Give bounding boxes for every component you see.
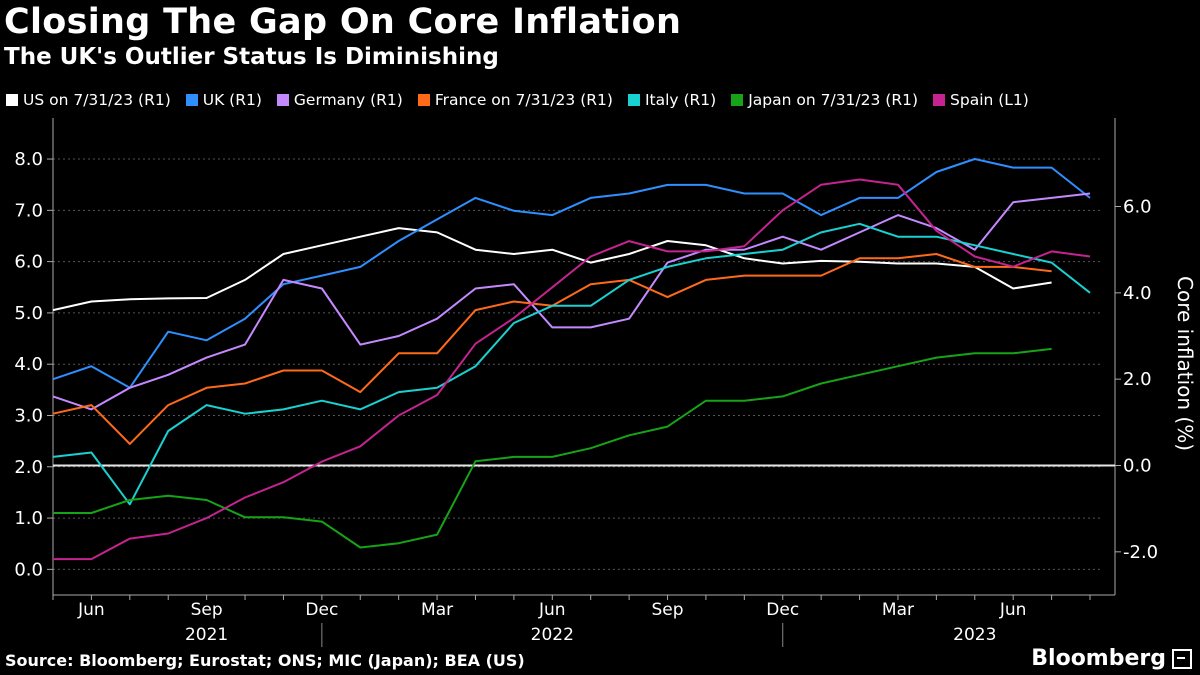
x-axis-tick-label: Dec — [766, 600, 799, 620]
legend-swatch — [276, 94, 289, 106]
left-axis-tick-label: 7.0 — [14, 200, 43, 221]
legend-item-us[interactable]: US on 7/31/23 (R1) — [6, 91, 171, 109]
left-axis-tick-label: 0.0 — [14, 559, 43, 580]
legend-item-spain[interactable]: Spain (L1) — [933, 91, 1029, 109]
brand-logo: Bloomberg — [1031, 646, 1192, 671]
x-axis-year-label: 2021 — [185, 625, 228, 645]
x-axis-tick-label: Mar — [882, 600, 914, 620]
left-axis-tick-label: 8.0 — [14, 149, 43, 170]
left-axis-tick-label: 2.0 — [14, 457, 43, 478]
legend-label: France on 7/31/23 (R1) — [434, 91, 613, 109]
legend-swatch — [6, 94, 18, 106]
series-line-us — [52, 227, 1052, 312]
x-axis-year-label: 2022 — [531, 625, 574, 645]
x-axis-year-label: 2023 — [953, 625, 996, 645]
series-line-italy — [52, 222, 1091, 506]
legend-label: Italy (R1) — [644, 91, 717, 109]
source-note: Source: Bloomberg; Eurostat; ONS; MIC (J… — [5, 651, 525, 670]
legend-swatch — [933, 94, 946, 106]
legend-label: Japan on 7/31/23 (R1) — [748, 91, 919, 109]
legend: US on 7/31/23 (R1) UK (R1) Germany (R1) … — [6, 91, 1029, 109]
legend-swatch — [417, 94, 430, 106]
legend-label: Germany (R1) — [293, 91, 403, 109]
legend-swatch — [731, 94, 744, 106]
legend-label: UK (R1) — [202, 91, 262, 109]
legend-item-france[interactable]: France on 7/31/23 (R1) — [417, 91, 613, 109]
right-axis-tick-label: 6.0 — [1123, 196, 1152, 217]
left-axis-tick-label: 5.0 — [14, 303, 43, 324]
legend-label: US on 7/31/23 (R1) — [23, 91, 171, 109]
left-axis-tick-label: 4.0 — [14, 354, 43, 375]
series-line-spain — [53, 178, 1091, 561]
x-axis-tick-label: Sep — [651, 600, 683, 620]
left-axis-tick-label: 1.0 — [14, 508, 43, 529]
x-axis-tick-label: Jun — [77, 600, 105, 620]
x-axis-tick-label: Jun — [999, 600, 1027, 620]
series-line-germany — [52, 192, 1091, 411]
left-axis-tick-label: 6.0 — [14, 252, 43, 273]
x-axis-tick-label: Jun — [538, 600, 566, 620]
x-axis-tick-label: Sep — [191, 600, 223, 620]
right-axis-tick-label: 2.0 — [1123, 369, 1152, 390]
legend-item-japan[interactable]: Japan on 7/31/23 (R1) — [731, 91, 918, 109]
series-line-france — [52, 253, 1052, 445]
x-axis-tick-label: Dec — [305, 600, 338, 620]
legend-item-germany[interactable]: Germany (R1) — [276, 91, 403, 109]
left-axis-tick-label: 3.0 — [14, 405, 43, 426]
right-axis-tick-label: 0.0 — [1123, 455, 1152, 476]
legend-item-uk[interactable]: UK (R1) — [185, 91, 262, 109]
legend-label: Spain (L1) — [950, 91, 1029, 109]
series-line-uk — [52, 158, 1091, 389]
right-axis-tick-label: -2.0 — [1123, 542, 1158, 563]
right-axis-tick-label: 4.0 — [1123, 283, 1152, 304]
chart-title: Closing The Gap On Core Inflation — [4, 2, 682, 42]
legend-swatch — [627, 94, 640, 106]
series-line-japan — [53, 347, 1052, 549]
legend-item-italy[interactable]: Italy (R1) — [627, 91, 717, 109]
brand-name: Bloomberg — [1031, 646, 1166, 671]
right-axis-title: Core inflation (%) — [1173, 276, 1197, 451]
legend-swatch — [185, 94, 198, 106]
bloomberg-logo-icon — [1172, 648, 1192, 669]
x-axis-tick-label: Mar — [421, 600, 453, 620]
chart-subtitle: The UK's Outlier Status Is Diminishing — [4, 44, 499, 70]
